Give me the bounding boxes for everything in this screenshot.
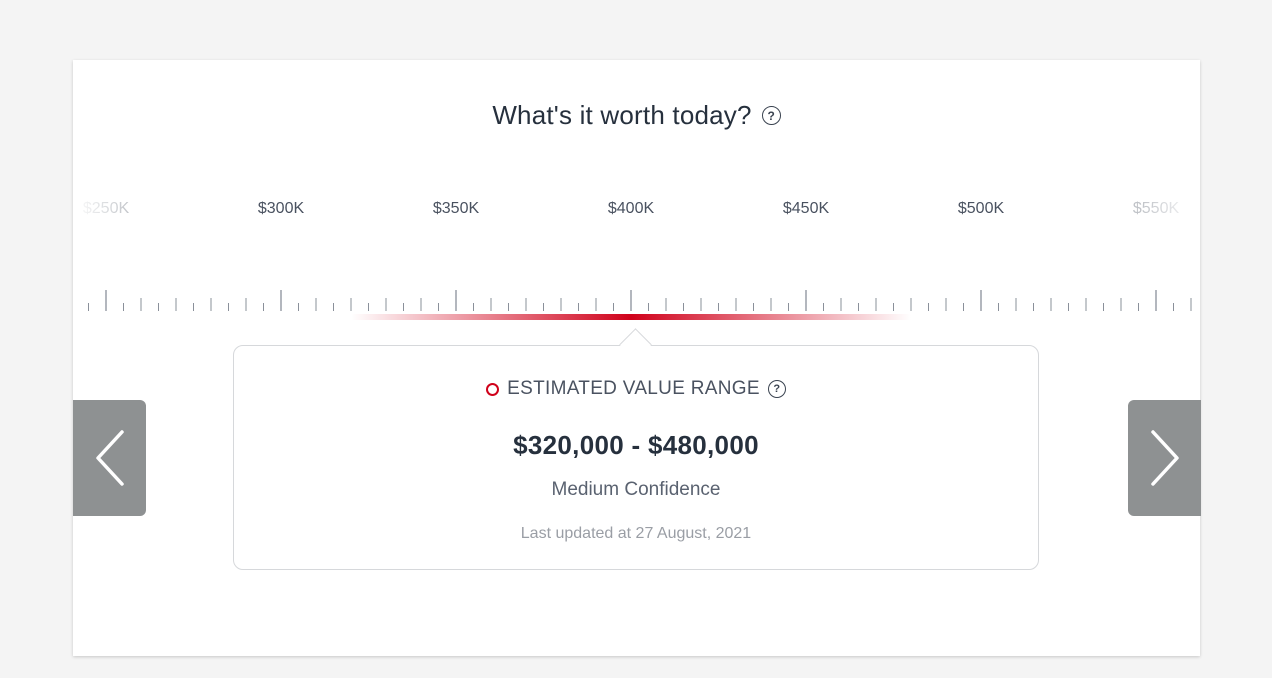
question-circle-icon[interactable]: ? — [761, 106, 781, 125]
scale-tick-label: $500K — [957, 200, 1005, 217]
scale-tick-label: $350K — [432, 200, 480, 217]
question-circle-icon[interactable]: ? — [767, 380, 786, 398]
estimate-marker-icon — [486, 382, 500, 396]
chevron-right-icon — [1150, 430, 1179, 486]
next-button[interactable] — [1128, 400, 1201, 516]
chevron-left-icon — [95, 430, 124, 486]
estimate-label: ESTIMATED VALUE RANGE — [507, 378, 760, 399]
previous-button[interactable] — [73, 400, 146, 516]
estimate-range-value: $320,000 - $480,000 — [513, 430, 759, 460]
scale-tick-label: $400K — [607, 200, 655, 217]
estimate-popup: ESTIMATED VALUE RANGE ? $320,000 - $480,… — [233, 328, 1039, 570]
page-title: What's it worth today? — [492, 100, 752, 130]
scale-tick-label: $300K — [257, 200, 305, 217]
scale-graphic — [73, 190, 1200, 320]
valuation-title-row: What's it worth today? ? — [73, 100, 1200, 131]
value-scale: $250K$300K$350K$400K$450K$500K$550K — [73, 190, 1200, 320]
estimated-range-bar — [351, 314, 911, 320]
last-updated-text: Last updated at 27 August, 2021 — [520, 525, 752, 542]
estimate-label-row: ESTIMATED VALUE RANGE ? — [234, 378, 1038, 400]
confidence-text: Medium Confidence — [551, 479, 721, 500]
scale-tick-label: $450K — [782, 200, 830, 217]
